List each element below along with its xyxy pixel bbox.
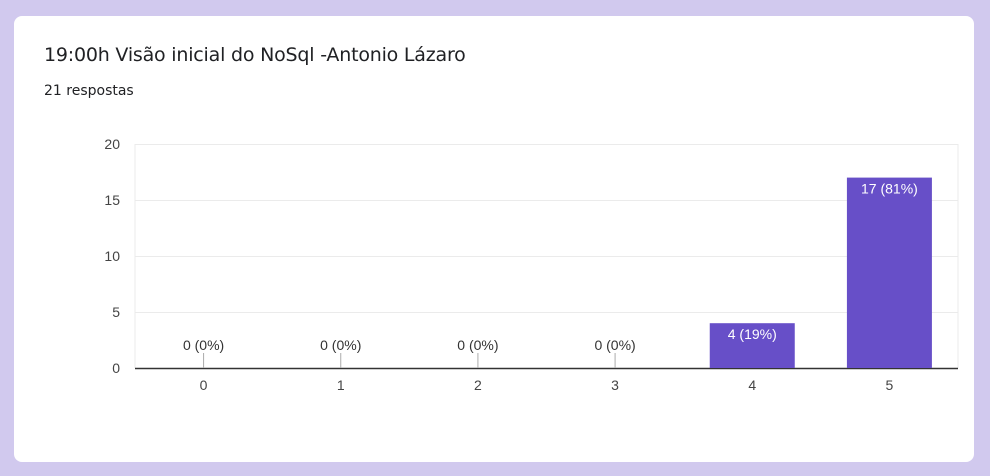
x-tick-label: 3 [611,377,619,393]
bar[interactable] [709,323,795,368]
bars [203,177,932,368]
x-tick-label: 5 [886,377,894,393]
response-count: 21 respostas [44,83,134,99]
data-label: 0 (0%) [183,337,224,353]
y-tick-label: 0 [112,360,120,376]
x-tick-label: 2 [474,377,482,393]
x-tick-label: 1 [337,377,345,393]
chart-card: 19:00h Visão inicial do NoSql -Antonio L… [14,16,974,462]
y-tick-label: 20 [104,136,120,152]
bar[interactable] [846,177,932,368]
y-tick-label: 5 [112,304,120,320]
grid-layer [134,144,959,370]
data-labels: 0 (0%) 0 (0%) 0 (0%) 0 (0%) 4 (19%) 17 (81%) [183,181,918,353]
data-label: 4 (19%) [728,326,777,342]
chart-title: 19:00h Visão inicial do NoSql -Antonio L… [44,44,466,66]
x-axis-ticks: 0 1 2 3 4 5 [200,377,894,393]
y-axis-ticks: 0 5 10 15 20 [104,136,120,376]
y-tick-label: 15 [104,192,120,208]
data-label: 0 (0%) [594,337,635,353]
data-label: 0 (0%) [320,337,361,353]
x-tick-label: 4 [748,377,756,393]
x-tick-label: 0 [200,377,208,393]
y-tick-label: 10 [104,248,120,264]
data-label: 17 (81%) [861,181,918,197]
data-label: 0 (0%) [457,337,498,353]
